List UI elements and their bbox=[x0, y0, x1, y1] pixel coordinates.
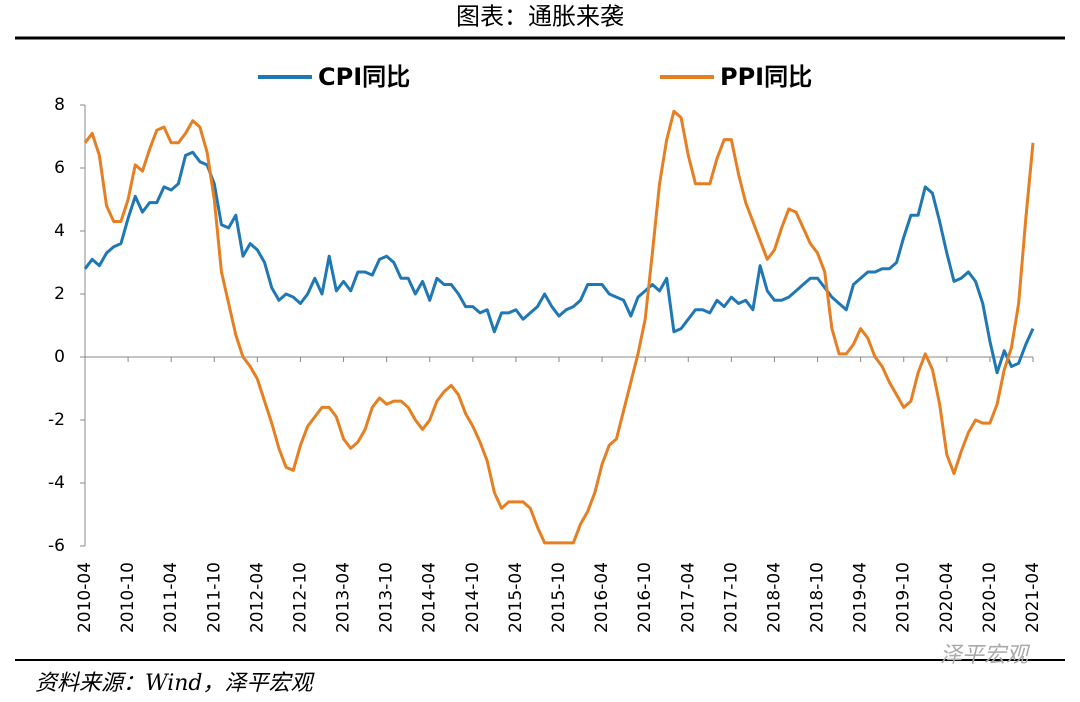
x-tick-label: 2012-10 bbox=[290, 562, 310, 633]
x-tick-label: 2016-10 bbox=[635, 562, 655, 633]
chart-title: 图表：通胀来袭 bbox=[456, 3, 624, 31]
y-tick-label: -6 bbox=[48, 536, 65, 556]
x-tick-label: 2018-04 bbox=[764, 562, 784, 633]
x-tick-label: 2013-04 bbox=[334, 562, 354, 633]
x-tick-label: 2019-10 bbox=[894, 562, 914, 633]
series-line bbox=[83, 109, 1035, 545]
x-tick-label: 2017-10 bbox=[721, 562, 741, 633]
legend-label: PPI同比 bbox=[720, 63, 812, 91]
x-tick-label: 2011-04 bbox=[161, 562, 181, 633]
x-tick-label: 2020-04 bbox=[937, 562, 957, 633]
x-tick-label: 2016-04 bbox=[592, 562, 612, 633]
x-tick-label: 2015-10 bbox=[549, 562, 569, 633]
series-line bbox=[83, 150, 1035, 375]
x-tick-label: 2018-10 bbox=[808, 562, 828, 633]
y-tick-label: 4 bbox=[54, 221, 65, 241]
x-tick-label: 2013-10 bbox=[377, 562, 397, 633]
x-tick-label: 2010-10 bbox=[118, 562, 138, 633]
x-tick-label: 2021-04 bbox=[1023, 562, 1043, 633]
y-tick-label: 2 bbox=[54, 284, 65, 304]
source: 资料来源：Wind，泽平宏观 bbox=[35, 671, 316, 696]
watermark: 泽平宏观 bbox=[940, 643, 1031, 668]
x-tick-label: 2011-10 bbox=[204, 562, 224, 633]
x-tick-label: 2012-04 bbox=[247, 562, 267, 633]
x-tick-label: 2020-10 bbox=[980, 562, 1000, 633]
x-tick-label: 2014-04 bbox=[420, 562, 440, 633]
x-tick-label: 2015-04 bbox=[506, 562, 526, 633]
x-tick-label: 2019-04 bbox=[851, 562, 871, 633]
y-tick-label: 6 bbox=[54, 158, 65, 178]
y-tick-label: 0 bbox=[54, 347, 65, 367]
y-tick-label: 8 bbox=[54, 95, 65, 115]
legend-label: CPI同比 bbox=[318, 63, 410, 91]
x-tick-label: 2017-04 bbox=[678, 562, 698, 633]
y-tick-label: -4 bbox=[48, 473, 65, 493]
x-tick-label: 2010-04 bbox=[75, 562, 95, 633]
x-tick-label: 2014-10 bbox=[463, 562, 483, 633]
y-tick-label: -2 bbox=[48, 410, 65, 430]
